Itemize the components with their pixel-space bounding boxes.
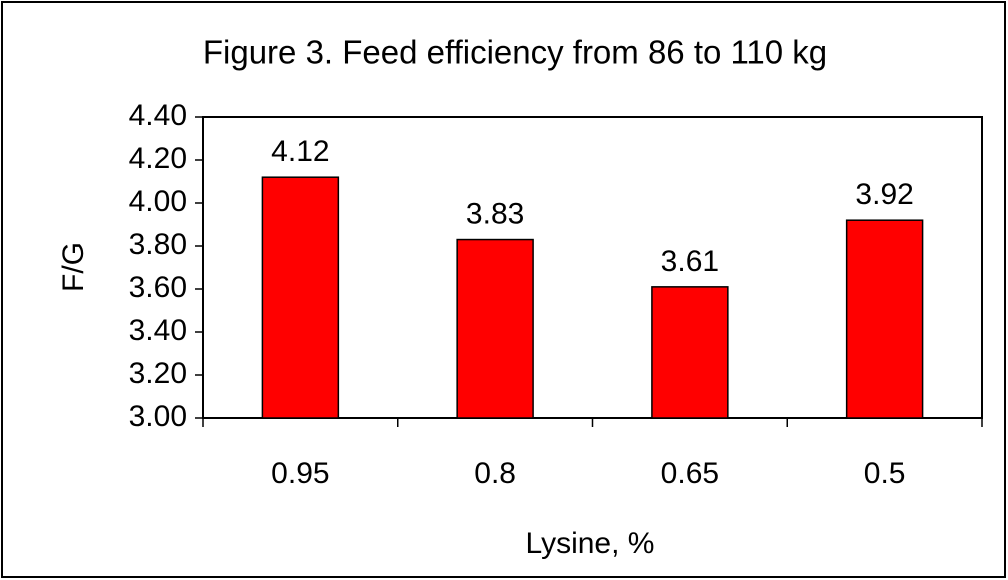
y-tick-label: 3.00	[129, 400, 187, 433]
chart-title: Figure 3. Feed efficiency from 86 to 110…	[203, 34, 827, 71]
y-tick-label: 3.20	[129, 357, 187, 390]
bar	[845, 219, 924, 419]
y-tick-label: 4.40	[129, 99, 187, 132]
y-tick-label: 4.20	[129, 142, 187, 175]
bar	[456, 238, 534, 419]
x-tick-label: 0.65	[661, 457, 719, 490]
y-tick-label: 4.00	[129, 185, 187, 218]
x-tick-label: 0.8	[474, 457, 516, 490]
bar	[261, 176, 340, 419]
bar	[651, 286, 729, 419]
y-tick-label: 3.60	[129, 271, 187, 304]
x-tick-label: 0.95	[271, 457, 329, 490]
x-tick-label: 0.5	[864, 457, 906, 490]
data-label: 3.92	[855, 178, 913, 211]
data-label: 3.83	[466, 197, 524, 230]
x-axis-label: Lysine, %	[526, 527, 655, 560]
y-axis-label: F/G	[57, 242, 90, 292]
data-label: 3.61	[661, 245, 719, 278]
y-tick-label: 3.40	[129, 314, 187, 347]
data-label: 4.12	[271, 135, 329, 168]
y-tick-label: 3.80	[129, 228, 187, 261]
